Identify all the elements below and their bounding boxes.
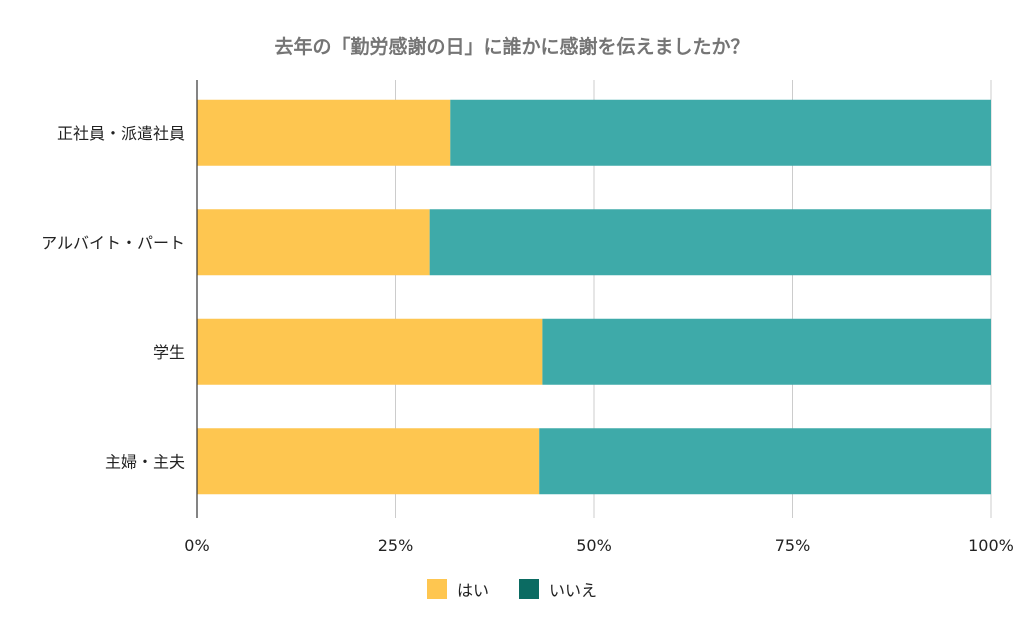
bar-segment-yes xyxy=(197,209,430,276)
x-tick-label: 75% xyxy=(775,536,811,555)
y-category-label: アルバイト・パート xyxy=(41,233,185,252)
x-tick-label: 0% xyxy=(184,536,209,555)
y-category-label: 主婦・主夫 xyxy=(105,452,185,471)
chart-title: 去年の「勤労感謝の日」に誰かに感謝を伝えましたか？ xyxy=(274,36,750,58)
y-category-label: 学生 xyxy=(153,343,185,362)
bar-segment-no xyxy=(542,318,991,385)
legend-swatch-yes xyxy=(426,579,447,599)
bar-segment-yes xyxy=(197,318,543,385)
bar-segment-yes xyxy=(197,428,540,495)
legend-label-no: いいえ xyxy=(549,581,598,600)
legend-item-yes: はい xyxy=(426,577,489,601)
y-category-label: 正社員・派遣社員 xyxy=(57,124,185,143)
legend-item-no: いいえ xyxy=(519,577,597,601)
legend-label-yes: はい xyxy=(456,581,489,600)
bar-segment-no xyxy=(450,99,991,166)
bar-segment-yes xyxy=(197,99,451,166)
x-tick-label: 50% xyxy=(576,536,612,555)
bar-segment-no xyxy=(539,428,991,495)
legend-swatch-no xyxy=(519,579,539,599)
x-tick-label: 25% xyxy=(378,536,414,555)
legend: はい いいえ xyxy=(0,577,1024,601)
x-tick-label: 100% xyxy=(968,536,1014,555)
bar-segment-no xyxy=(429,209,992,276)
